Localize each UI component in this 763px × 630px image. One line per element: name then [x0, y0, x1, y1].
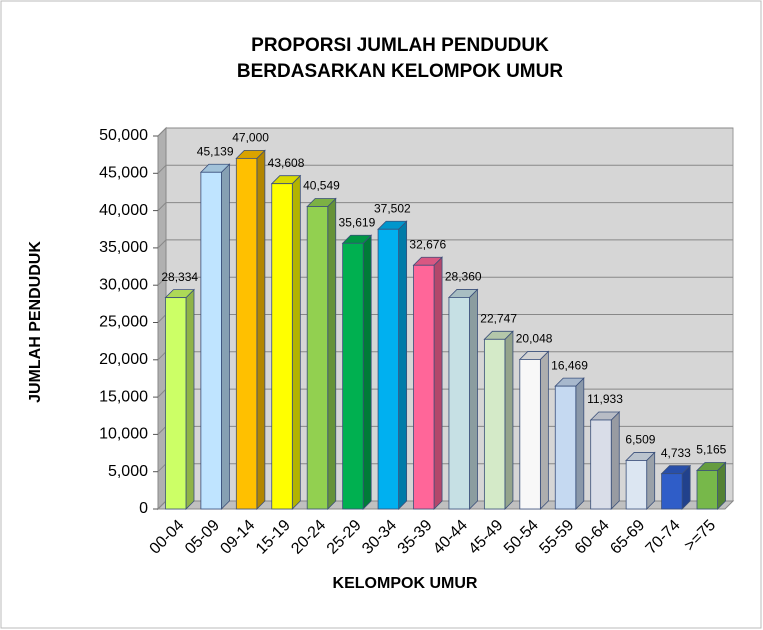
y-tick-label: 30,000: [99, 276, 148, 293]
bar: [448, 297, 470, 510]
y-tick-label: 5,000: [108, 463, 148, 480]
bar-side: [185, 288, 195, 510]
value-label: 16,469: [551, 358, 588, 372]
grid-line: [157, 239, 733, 249]
bar: [235, 157, 258, 510]
value-label: 5,165: [696, 443, 726, 457]
y-tick-label: 0: [139, 500, 148, 517]
bar-side: [327, 197, 337, 510]
bar: [483, 338, 506, 510]
value-label: 32,676: [409, 237, 446, 251]
bar: [696, 470, 718, 510]
chart-title: PROPORSI JUMLAH PENDUDUK: [251, 35, 549, 56]
bar: [200, 171, 222, 510]
value-label: 40,549: [303, 179, 340, 193]
y-tick-label: 45,000: [99, 165, 148, 182]
bar-side: [504, 330, 514, 510]
grid-line: [157, 164, 733, 174]
y-tick-label: 50,000: [99, 127, 148, 144]
bar: [165, 297, 187, 510]
bar: [306, 206, 329, 510]
bar: [661, 473, 683, 510]
y-tick-label: 35,000: [99, 239, 148, 256]
value-label: 4,733: [661, 446, 691, 460]
bar-side: [646, 451, 656, 510]
value-label: 47,000: [232, 131, 269, 145]
bar: [342, 242, 364, 510]
bar-side: [575, 377, 585, 510]
bar: [590, 419, 612, 510]
bar-side: [539, 350, 549, 510]
value-label: 35,619: [339, 215, 376, 229]
bar-side: [221, 163, 230, 510]
bar-side: [291, 174, 301, 510]
bar-side: [610, 411, 620, 510]
grid-line: [157, 276, 733, 286]
value-label: 11,933: [587, 392, 623, 406]
bar: [625, 460, 648, 510]
y-tick-label: 10,000: [99, 426, 148, 443]
value-label: 45,139: [197, 144, 234, 158]
y-tick-label: 40,000: [99, 202, 148, 219]
y-axis-title: JUMLAH PENDUDUK: [27, 241, 44, 403]
value-label: 37,502: [374, 201, 411, 215]
bar-side: [362, 234, 372, 510]
bar-side: [398, 220, 408, 510]
value-label: 28,360: [445, 270, 482, 284]
bar: [554, 385, 577, 510]
value-label: 22,747: [480, 311, 517, 325]
y-tick-label: 20,000: [99, 351, 148, 368]
bar-side: [469, 288, 478, 510]
bar-side: [256, 149, 266, 510]
bar: [519, 359, 541, 510]
x-axis-title: KELOMPOK UMUR: [333, 575, 478, 592]
bar: [377, 228, 400, 510]
chart-title: BERDASARKAN KELOMPOK UMUR: [237, 61, 563, 82]
grid-line: [157, 202, 733, 211]
y-tick-label: 25,000: [99, 314, 148, 331]
value-label: 20,048: [516, 332, 553, 346]
y-tick-label: 15,000: [99, 388, 148, 405]
bar: [413, 264, 435, 510]
value-label: 43,608: [268, 156, 305, 170]
bar: [271, 183, 293, 510]
bar-side: [433, 256, 443, 510]
value-label: 28,334: [161, 270, 198, 284]
grid-line: [157, 127, 733, 137]
value-label: 6,509: [625, 433, 655, 447]
